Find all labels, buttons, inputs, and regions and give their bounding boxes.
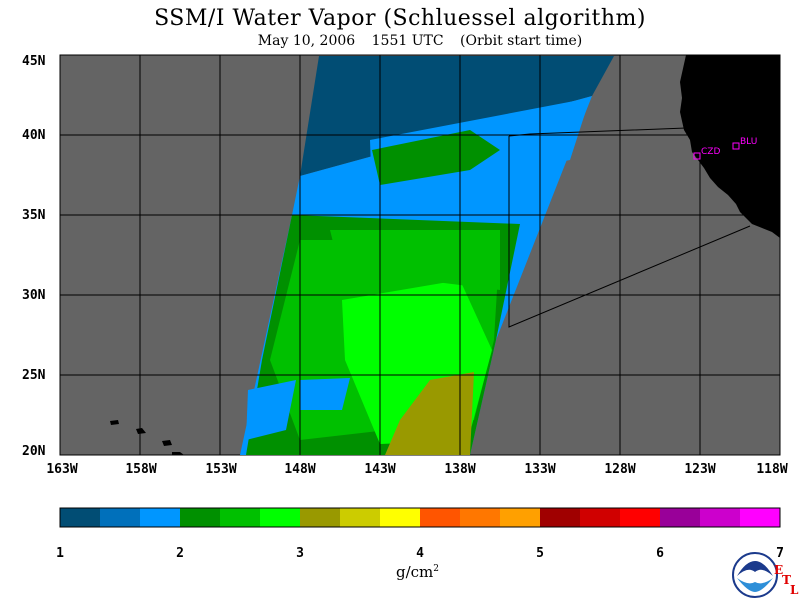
colorbar-segment: [700, 508, 741, 527]
map-grid: [60, 55, 780, 455]
station-markers: [693, 142, 740, 160]
hawaii-big-island: [172, 452, 184, 455]
colorbar-segment: [660, 508, 701, 527]
colorbar-segment: [500, 508, 541, 527]
colorbar: [60, 508, 781, 527]
lat-label-20n: 20N: [22, 444, 46, 459]
land-masses: [110, 55, 780, 455]
station-marker-czd: [693, 152, 701, 160]
colorbar-tick-1: 1: [56, 546, 64, 561]
lon-label-153w: 153W: [205, 462, 237, 477]
colorbar-segment: [180, 508, 221, 527]
lon-label-158w: 158W: [125, 462, 157, 477]
subtitle-date: May 10, 2006: [257, 33, 356, 49]
map-subtitle: May 10, 2006 1551 UTC (Orbit start time): [0, 33, 800, 49]
colorbar-segment: [380, 508, 421, 527]
colorbar-segment: [460, 508, 501, 527]
colorbar-segment: [420, 508, 461, 527]
colorbar-units: g/cm2: [396, 563, 439, 581]
lon-label-163w: 163W: [46, 462, 78, 477]
swath-green-band: [372, 130, 500, 185]
subtitle-note: (Orbit start time): [460, 33, 583, 49]
noaa-logo-text: NOAA: [744, 573, 767, 581]
lat-label-30n: 30N: [22, 288, 46, 303]
colorbar-segment: [620, 508, 661, 527]
colorbar-tick-7: 7: [776, 546, 784, 561]
colorbar-tick-6: 6: [656, 546, 664, 561]
lon-label-148w: 148W: [284, 462, 316, 477]
station-marker-blu: [732, 142, 740, 150]
etl-letter-e: E: [774, 563, 784, 577]
colorbar-segment: [580, 508, 621, 527]
hawaii-oahu: [136, 428, 146, 434]
lon-label-133w: 133W: [524, 462, 556, 477]
swath-mid-green-patch: [330, 230, 500, 290]
lat-label-25n: 25N: [22, 368, 46, 383]
satellite-swath: [240, 56, 614, 455]
colorbar-segment: [220, 508, 261, 527]
colorbar-segment: [300, 508, 341, 527]
swath-olive: [385, 372, 474, 455]
lon-label-123w: 123W: [684, 462, 716, 477]
colorbar-frame: [59, 507, 781, 528]
colorbar-tick-3: 3: [296, 546, 304, 561]
colorbar-tick-2: 2: [176, 546, 184, 561]
station-label-czd: CZD: [701, 147, 721, 157]
noaa-logo: NOAA: [732, 552, 778, 598]
etl-letter-t: T: [782, 573, 791, 587]
lat-label-40n: 40N: [22, 128, 46, 143]
colorbar-segment: [540, 508, 581, 527]
colorbar-segment: [60, 508, 101, 527]
hawaii-kauai: [110, 420, 119, 425]
units-base: g/cm: [396, 563, 434, 581]
units-exponent: 2: [433, 564, 440, 574]
swath-blue-patch: [246, 380, 296, 440]
hawaii-maui: [162, 440, 172, 446]
colorbar-segment: [740, 508, 781, 527]
lon-label-143w: 143W: [364, 462, 396, 477]
lat-label-35n: 35N: [22, 208, 46, 223]
lat-label-45n: 45N: [22, 54, 46, 69]
subtitle-time: 1551 UTC: [371, 33, 444, 49]
lon-label-128w: 128W: [604, 462, 636, 477]
colorbar-segment: [340, 508, 381, 527]
etl-letter-l: L: [790, 583, 799, 597]
map-title: SSM/I Water Vapor (Schluessel algorithm): [154, 6, 646, 31]
colorbar-segment: [140, 508, 181, 527]
station-label-blu: BLU: [740, 137, 758, 147]
lon-label-138w: 138W: [444, 462, 476, 477]
swath-blue-patch-2: [300, 378, 350, 410]
colorbar-segment: [100, 508, 141, 527]
colorbar-segment: [260, 508, 301, 527]
colorbar-tick-5: 5: [536, 546, 544, 561]
california-coast-land: [680, 55, 780, 238]
colorbar-tick-4: 4: [416, 546, 424, 561]
lon-label-118w: 118W: [756, 462, 788, 477]
